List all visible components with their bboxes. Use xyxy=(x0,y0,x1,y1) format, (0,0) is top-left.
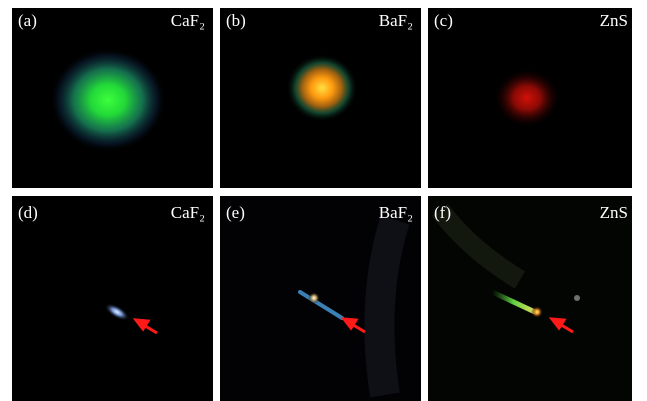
material-label: BaF₂ xyxy=(379,203,413,222)
material-label: ZnS xyxy=(600,203,628,222)
streak xyxy=(308,292,320,304)
beam-spot xyxy=(493,68,561,128)
panel xyxy=(12,196,213,401)
material-label: BaF₂ xyxy=(379,11,413,30)
beam-spot xyxy=(50,48,166,152)
page: {"panels": [ {"label": "(a)", "material"… xyxy=(0,0,647,401)
material-label: ZnS xyxy=(600,11,628,30)
panel-label: (d) xyxy=(18,203,38,222)
streak xyxy=(531,306,543,318)
material-label: CaF₂ xyxy=(171,203,205,222)
material-label: CaF₂ xyxy=(171,11,205,30)
haze xyxy=(379,220,395,395)
panel-label: (b) xyxy=(226,11,246,30)
panel-label: (a) xyxy=(18,11,37,30)
panel-label: (f) xyxy=(434,203,451,222)
panel-label: (c) xyxy=(434,11,453,30)
speck xyxy=(574,295,580,301)
beam-spot xyxy=(286,54,358,122)
figure: (a) CaF₂ (b) BaF₂ (c) ZnS (d) CaF₂ (e) B… xyxy=(0,0,647,401)
panel-label: (e) xyxy=(226,203,245,222)
